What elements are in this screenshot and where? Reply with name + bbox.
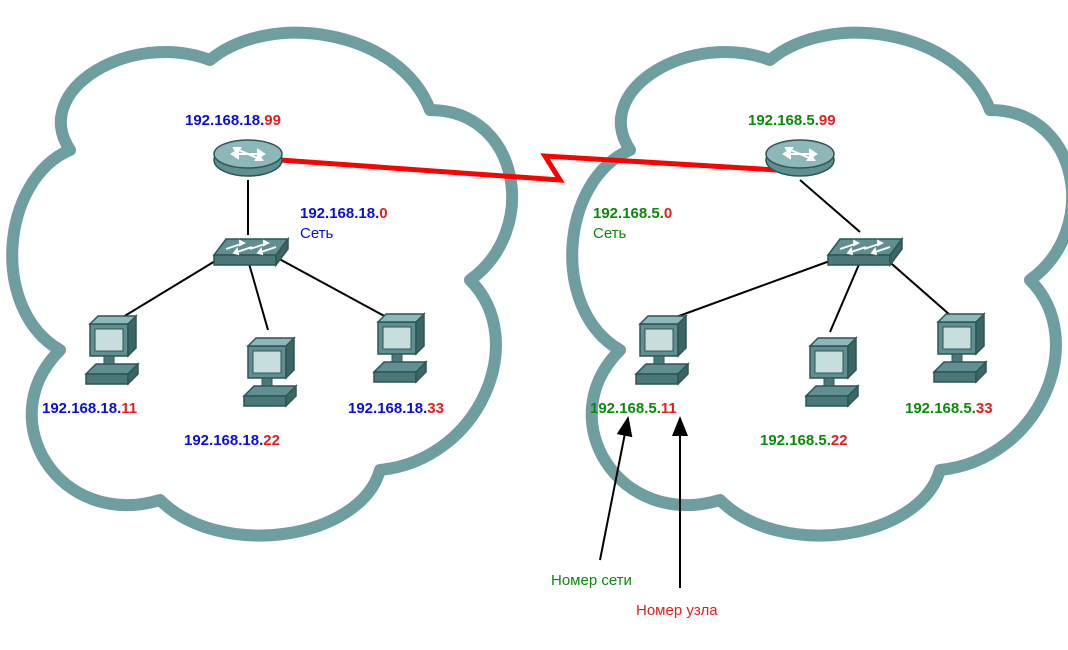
left-pc2 xyxy=(244,338,296,406)
right-switch xyxy=(828,239,902,265)
right-network-ip: 192.168.5.0 xyxy=(593,205,672,222)
right-pc3-ip: 192.168.5.33 xyxy=(905,400,993,417)
right-router xyxy=(766,140,834,176)
caption-net-number: Номер сети xyxy=(551,572,632,589)
left-switch xyxy=(214,239,288,265)
left-pc3 xyxy=(374,314,426,382)
ip-net: 192.168.18. xyxy=(348,400,427,417)
ip-net: 192.168.18. xyxy=(42,400,121,417)
left-router-ip: 192.168.18.99 xyxy=(185,112,281,129)
right-network-label: Сеть xyxy=(593,225,626,242)
ip-host: 22 xyxy=(831,432,848,449)
left-network-label: Сеть xyxy=(300,225,333,242)
ip-host: 11 xyxy=(661,400,677,417)
left-pc3-ip: 192.168.18.33 xyxy=(348,400,444,417)
left-pc1-ip: 192.168.18.11 xyxy=(42,400,137,417)
right-router-ip: 192.168.5.99 xyxy=(748,112,836,129)
right-pc2-ip: 192.168.5.22 xyxy=(760,432,848,449)
left-network-ip: 192.168.18.0 xyxy=(300,205,388,222)
ip-host: 22 xyxy=(263,432,280,449)
ip-net: 192.168.18. xyxy=(300,205,379,222)
ip-host: 0 xyxy=(664,205,672,222)
right-pc2 xyxy=(806,338,858,406)
ip-net: 192.168.5. xyxy=(905,400,976,417)
ip-net: 192.168.18. xyxy=(185,112,264,129)
ip-net: 192.168.5. xyxy=(590,400,661,417)
caption-host-number: Номер узла xyxy=(636,602,718,619)
ip-host: 99 xyxy=(264,112,281,129)
ip-net: 192.168.5. xyxy=(748,112,819,129)
ip-host: 33 xyxy=(427,400,444,417)
right-pc1-ip: 192.168.5.11 xyxy=(590,400,677,417)
ip-host: 11 xyxy=(121,400,137,417)
ip-net: 192.168.5. xyxy=(760,432,831,449)
ip-host: 99 xyxy=(819,112,836,129)
left-router xyxy=(214,140,282,176)
right-pc3 xyxy=(934,314,986,382)
ip-host: 0 xyxy=(379,205,387,222)
ip-net: 192.168.5. xyxy=(593,205,664,222)
right-pc1 xyxy=(636,316,688,384)
cloud-left xyxy=(12,33,512,536)
left-pc2-ip: 192.168.18.22 xyxy=(184,432,280,449)
ip-host: 33 xyxy=(976,400,993,417)
ip-net: 192.168.18. xyxy=(184,432,263,449)
left-pc1 xyxy=(86,316,138,384)
cloud-right xyxy=(572,33,1068,536)
